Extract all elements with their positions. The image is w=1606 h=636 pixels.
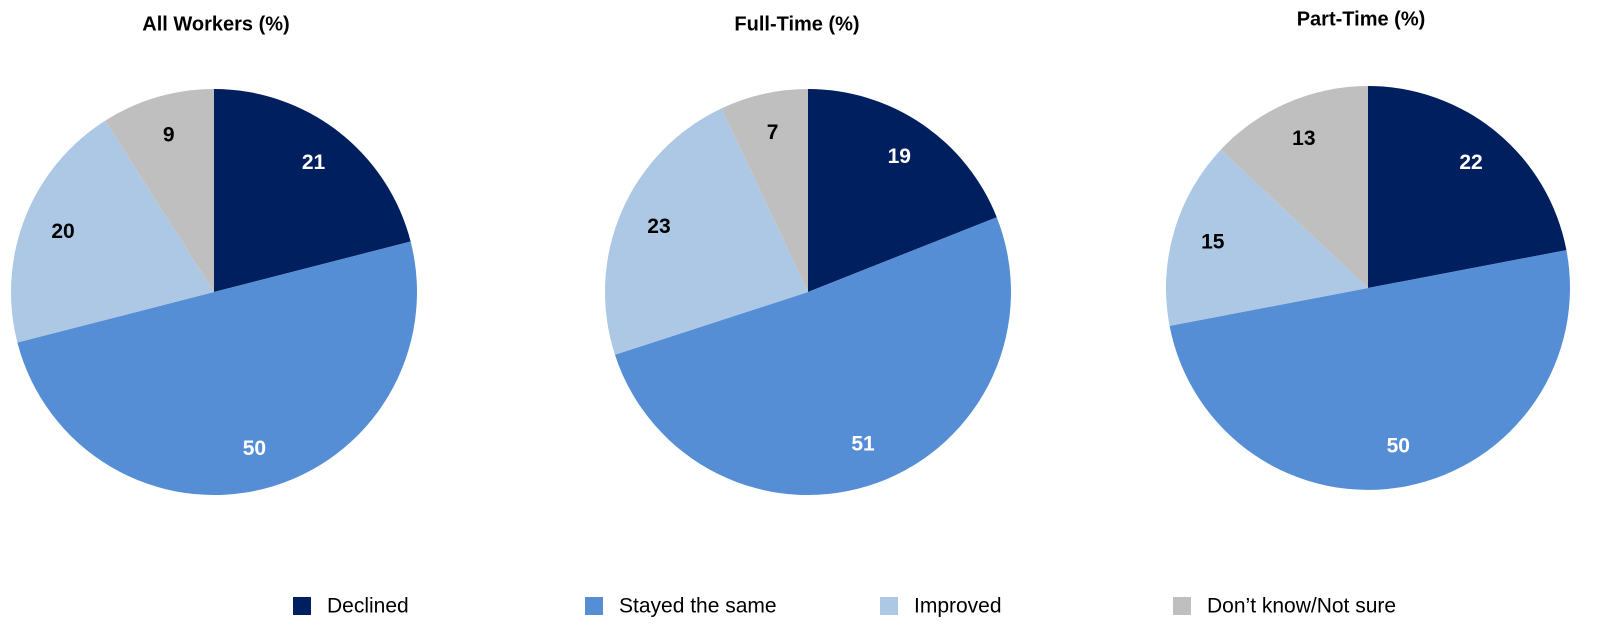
legend-label: Don’t know/Not sure (1207, 595, 1396, 618)
data-label: 13 (1292, 127, 1315, 150)
pie-slice (10, 120, 215, 343)
data-label: 51 (851, 432, 875, 455)
pie-slice (1169, 250, 1570, 490)
data-label: 22 (1459, 151, 1482, 174)
pie-slice (214, 89, 411, 292)
pie-slice (1220, 86, 1368, 288)
data-label: 15 (1201, 230, 1225, 253)
pie-slice (808, 89, 997, 292)
data-label: 50 (243, 437, 266, 460)
legend-label: Improved (914, 595, 1002, 618)
chart-title: All Workers (%) (142, 13, 289, 35)
legend-label: Stayed the same (619, 595, 777, 618)
chart-title: Part-Time (%) (1297, 8, 1426, 30)
pie-slice (1166, 149, 1368, 326)
pie-slice (605, 108, 808, 355)
pie-slice (1368, 86, 1567, 288)
data-label: 20 (51, 220, 74, 243)
pie-slice (105, 89, 214, 292)
legend-swatch (585, 597, 603, 615)
data-label: 19 (888, 145, 911, 168)
pie-slice (17, 241, 417, 495)
data-label: 7 (767, 121, 779, 144)
legend-swatch (293, 597, 311, 615)
data-label: 9 (163, 124, 175, 147)
data-label: 21 (302, 151, 326, 174)
legend-swatch (1173, 597, 1191, 615)
data-label: 23 (647, 215, 670, 238)
legend-label: Declined (327, 595, 409, 618)
pie-slice (721, 89, 808, 292)
pie-slice (614, 217, 1012, 496)
legend-swatch (880, 597, 898, 615)
chart-title: Full-Time (%) (734, 13, 859, 35)
data-label: 50 (1387, 434, 1410, 457)
